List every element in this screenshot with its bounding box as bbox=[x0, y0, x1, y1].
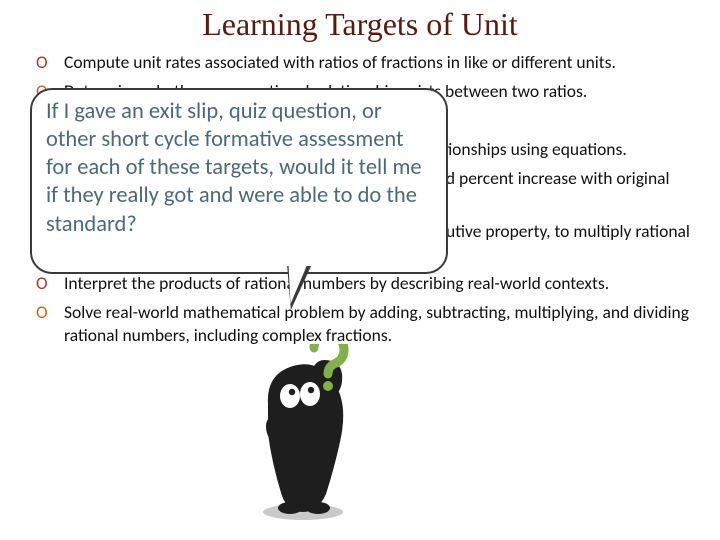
slide: Learning Targets of Unit Compute unit ra… bbox=[0, 0, 720, 540]
callout-box: If I gave an exit slip, quiz question, o… bbox=[30, 88, 448, 274]
callout-text: If I gave an exit slip, quiz question, o… bbox=[46, 98, 422, 238]
list-item: Compute unit rates associated with ratio… bbox=[36, 51, 690, 74]
list-item: Interpret the products of rational numbe… bbox=[36, 272, 690, 295]
thinking-character-icon bbox=[248, 344, 358, 522]
list-item: Solve real-world mathematical problem by… bbox=[36, 301, 690, 347]
page-title: Learning Targets of Unit bbox=[0, 0, 720, 51]
